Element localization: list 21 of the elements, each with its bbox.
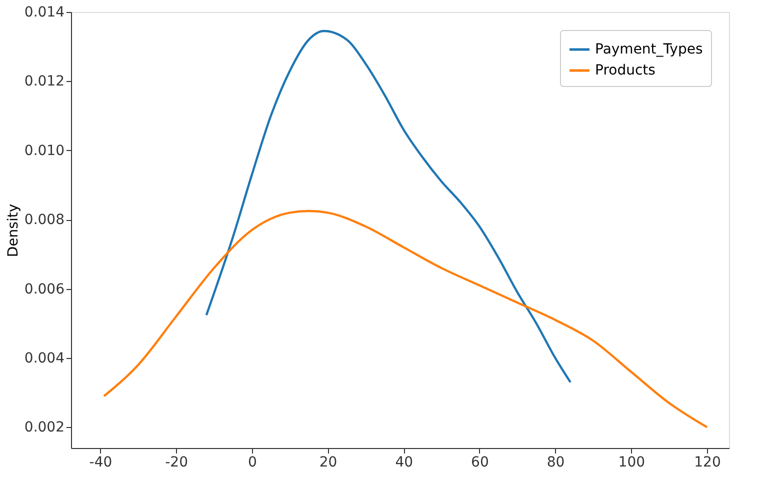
- y-tick-label: 0.010: [24, 142, 64, 159]
- y-tick-label: 0.006: [24, 281, 65, 298]
- legend-label: Payment_Types: [595, 42, 703, 58]
- y-tick-label: 0.014: [24, 4, 65, 20]
- x-tick-label: 60: [471, 454, 489, 470]
- y-tick-label: 0.012: [24, 74, 64, 90]
- x-tick-label: 100: [618, 454, 646, 470]
- x-tick-label: 20: [319, 454, 338, 470]
- y-tick-label: 0.004: [24, 350, 65, 367]
- x-tick-label: 0: [248, 454, 257, 470]
- line-series: [205, 30, 572, 384]
- line-series: [102, 210, 708, 428]
- y-axis-title: Density: [5, 204, 22, 258]
- y-tick-label: 0.008: [24, 212, 64, 228]
- x-tick-label: 120: [694, 454, 721, 470]
- legend-label: Products: [595, 62, 656, 78]
- x-tick-label: -40: [89, 454, 112, 470]
- y-tick-label: 0.002: [24, 420, 64, 436]
- x-tick-label: 40: [395, 454, 414, 470]
- x-tick-label: 80: [546, 454, 565, 470]
- x-tick-label: -20: [165, 454, 188, 470]
